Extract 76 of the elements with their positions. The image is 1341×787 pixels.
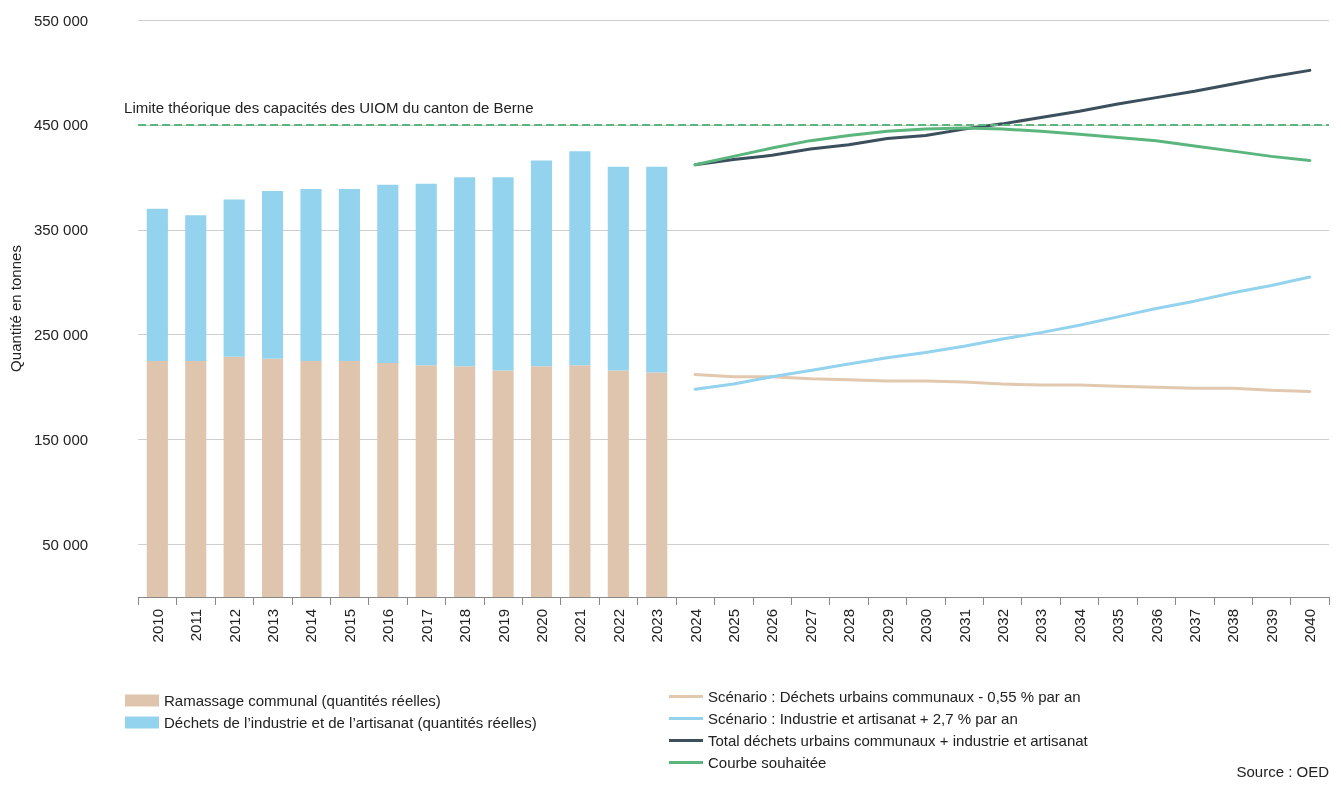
bar: [492, 177, 514, 371]
x-tick-label: 2026: [763, 609, 781, 643]
bar: [454, 177, 476, 367]
x-tick-label: 2024: [686, 609, 704, 643]
x-tick-label: 2015: [340, 609, 358, 643]
bar: [569, 365, 591, 597]
x-tick-label: 2029: [878, 609, 896, 643]
bar: [377, 184, 399, 364]
x-tick-label: 2014: [302, 609, 320, 643]
x-tick-label: 2031: [955, 609, 973, 643]
bar: [146, 360, 168, 597]
bar: [454, 366, 476, 597]
legend-label: Total déchets urbains communaux + industrie et artisanat: [708, 732, 1089, 749]
x-tick-label: 2019: [494, 609, 512, 643]
x-tick-label: 2022: [609, 609, 627, 643]
ref-line-label: Limite théorique des capacités des UIOM du canton de Berne: [124, 98, 534, 116]
x-tick-label: 2032: [993, 609, 1011, 643]
x-tick-label: 2030: [917, 609, 935, 643]
bar: [262, 191, 284, 359]
bar: [185, 360, 207, 597]
x-tick-label: 2013: [264, 609, 282, 643]
x-tick-label: 2021: [571, 609, 589, 643]
y-tick-label: 150 000: [33, 431, 89, 449]
bar: [377, 363, 399, 597]
x-tick-label: 2020: [532, 609, 550, 643]
y-tick-label: 250 000: [33, 326, 89, 344]
x-tick-label: 2028: [840, 609, 858, 643]
line-series: [693, 373, 1312, 393]
bar: [530, 366, 553, 597]
x-tick-label: 2037: [1186, 609, 1204, 643]
bar: [607, 370, 629, 597]
bar: [223, 199, 245, 357]
x-tick-label: 2038: [1224, 609, 1242, 643]
bar: [415, 365, 437, 597]
y-tick-label: 450 000: [33, 116, 89, 134]
x-tick-label: 2017: [417, 609, 435, 643]
legend-label: Courbe souhaitée: [708, 754, 827, 771]
x-tick-label: 2011: [187, 609, 205, 642]
x-tick-label: 2035: [1109, 609, 1127, 643]
bar: [607, 166, 629, 371]
x-tick-label: 2040: [1301, 609, 1319, 643]
bar: [300, 188, 322, 361]
x-tick-label: 2036: [1147, 609, 1165, 643]
bar: [262, 358, 284, 597]
x-tick-label: 2012: [225, 609, 243, 643]
x-tick-label: 2016: [379, 609, 397, 643]
bar: [146, 208, 168, 361]
legend-label: Déchets de l’industrie et de l’artisanat (quantités réelles): [164, 714, 537, 731]
legend-label: Scénario : Industrie et artisanat + 2,7 % par an: [708, 710, 1018, 727]
bar: [569, 151, 591, 366]
y-tick-label: 350 000: [33, 221, 89, 239]
bar: [492, 370, 514, 597]
legend-label: Ramassage communal (quantités réelles): [164, 692, 441, 709]
y-axis-title: Quantité en tonnes: [7, 245, 24, 372]
source-note: Source : OED: [1236, 763, 1330, 780]
x-tick-label: 2018: [456, 609, 474, 643]
bar: [300, 360, 322, 597]
bar: [415, 183, 437, 366]
x-tick-label: 2023: [648, 609, 666, 643]
legend-label: Scénario : Déchets urbains communaux - 0,55 % par an: [708, 688, 1081, 705]
bar: [530, 160, 553, 367]
x-tick-label: 2025: [725, 609, 743, 643]
bar: [646, 372, 668, 597]
bar: [185, 215, 207, 361]
x-tick-label: 2033: [1032, 609, 1050, 643]
x-tick-label: 2039: [1262, 609, 1280, 643]
x-tick-label: 2027: [801, 609, 819, 643]
line-series: [693, 275, 1312, 391]
bar: [646, 166, 668, 373]
y-tick-label: 50 000: [42, 536, 89, 554]
y-tick-label: 550 000: [33, 11, 89, 29]
x-tick-label: 2010: [148, 609, 166, 643]
x-tick-label: 2034: [1070, 609, 1088, 643]
bar: [338, 360, 360, 597]
bar: [338, 188, 360, 361]
bar: [223, 356, 245, 597]
